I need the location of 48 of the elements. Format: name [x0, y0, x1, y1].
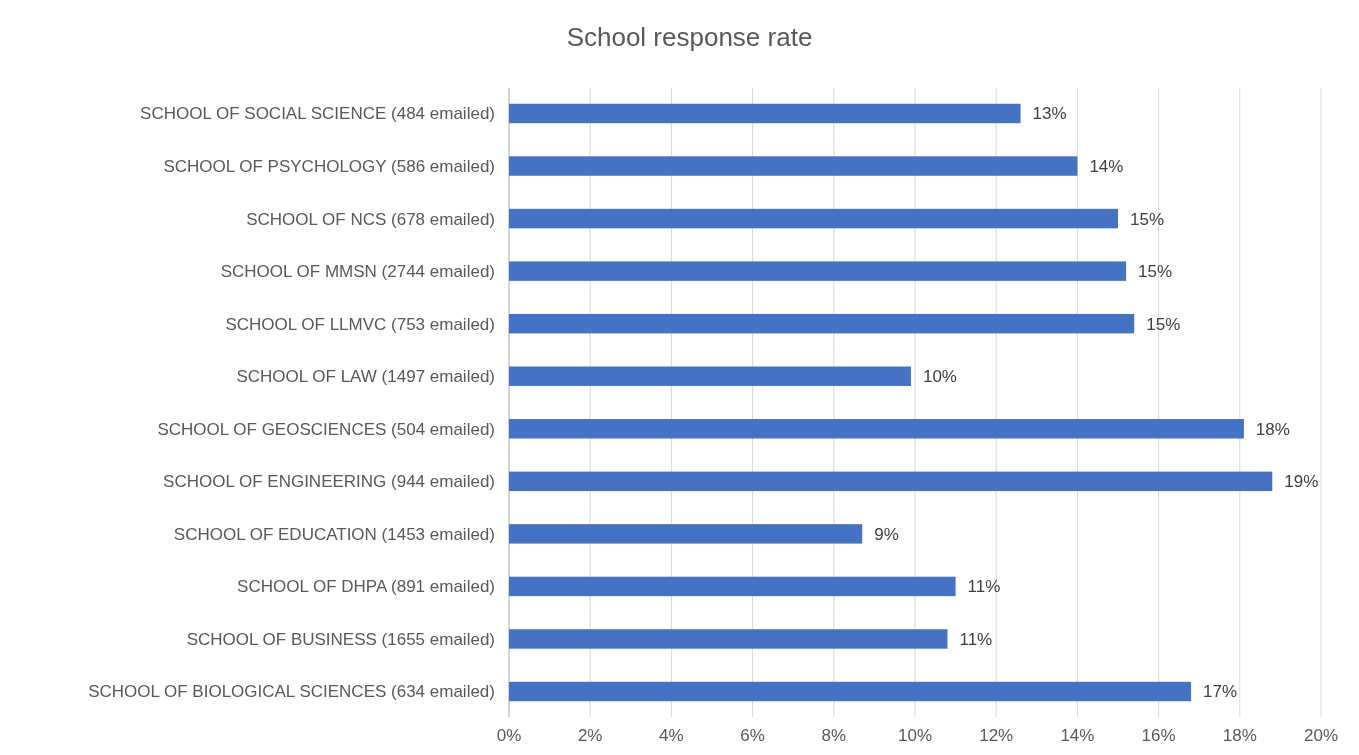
- chart-title: School response rate: [566, 22, 813, 52]
- x-tick-label: 14%: [1060, 726, 1095, 745]
- x-tick-label: 10%: [897, 726, 933, 745]
- data-label: 10%: [922, 367, 957, 387]
- data-label: 15%: [1146, 314, 1181, 334]
- y-tick-label: SCHOOL OF PSYCHOLOGY (586 emailed): [163, 156, 495, 176]
- bar: [509, 524, 863, 544]
- x-tick-label: 20%: [1303, 726, 1339, 745]
- bar: [509, 261, 1127, 281]
- y-tick-label: SCHOOL OF GEOSCIENCES (504 emailed): [157, 419, 495, 439]
- data-label: 19%: [1284, 472, 1319, 492]
- y-tick-label: SCHOOL OF DHPA (891 emailed): [237, 577, 495, 597]
- x-tick-label: 6%: [740, 726, 765, 745]
- x-tick-label: 2%: [577, 726, 603, 745]
- bar: [509, 156, 1078, 176]
- data-label: 15%: [1130, 209, 1165, 229]
- x-tick-label: 12%: [979, 726, 1014, 745]
- data-label: 17%: [1203, 682, 1238, 702]
- bar: [509, 313, 1135, 334]
- data-label: 9%: [874, 524, 899, 544]
- bar: [509, 366, 911, 386]
- x-tick-label: 4%: [659, 726, 684, 745]
- data-label: 15%: [1138, 262, 1173, 282]
- bar: [509, 629, 948, 649]
- y-tick-label: SCHOOL OF EDUCATION (1453 emailed): [173, 524, 495, 544]
- x-tick-label: 16%: [1141, 726, 1176, 745]
- bar: [509, 103, 1021, 124]
- bar: [509, 681, 1192, 702]
- y-tick-label: SCHOOL OF BUSINESS (1655 emailed): [186, 629, 495, 649]
- y-tick-label: SCHOOL OF ENGINEERING (944 emailed): [163, 472, 495, 492]
- y-tick-label: SCHOOL OF LAW (1497 emailed): [236, 367, 495, 387]
- bar: [509, 576, 956, 597]
- data-label: 11%: [967, 577, 1001, 597]
- data-label: 18%: [1255, 419, 1290, 439]
- bar: [509, 419, 1244, 439]
- data-label: 14%: [1089, 156, 1124, 176]
- bar: [509, 208, 1118, 229]
- bar: [509, 471, 1273, 492]
- y-tick-label: SCHOOL OF LLMVC (753 emailed): [225, 314, 495, 334]
- y-tick-label: SCHOOL OF SOCIAL SCIENCE (484 emailed): [140, 104, 495, 124]
- x-tick-label: 0%: [496, 726, 522, 745]
- data-label: 13%: [1032, 104, 1067, 124]
- y-tick-label: SCHOOL OF NCS (678 emailed): [246, 209, 495, 229]
- y-tick-label: SCHOOL OF BIOLOGICAL SCIENCES (634 emailed): [88, 682, 495, 702]
- y-tick-label: SCHOOL OF MMSN (2744 emailed): [220, 262, 495, 282]
- x-tick-label: 18%: [1222, 726, 1257, 745]
- x-tick-label: 8%: [821, 726, 847, 745]
- data-label: 11%: [959, 629, 993, 649]
